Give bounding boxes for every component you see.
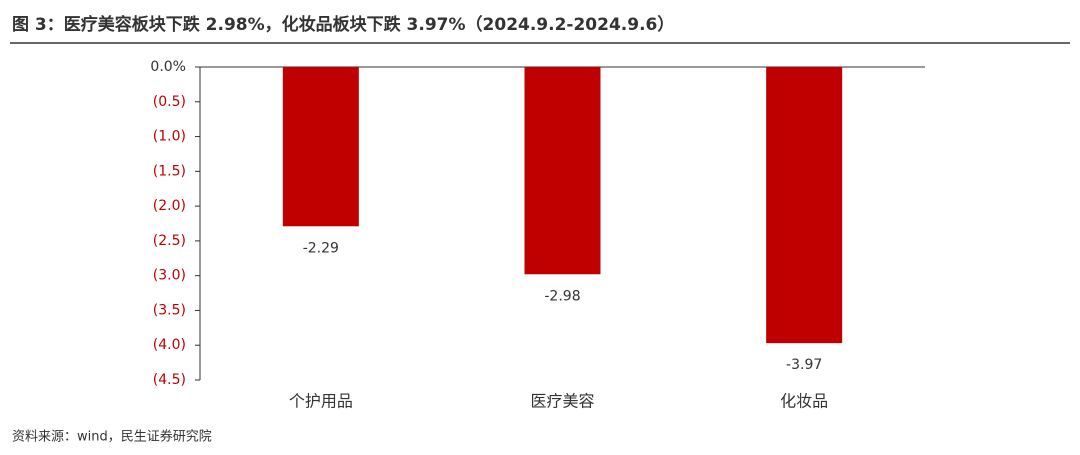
x-tick-label: 化妆品 — [780, 392, 828, 411]
y-tick-label: (1.5) — [153, 163, 186, 179]
x-tick-label: 医疗美容 — [530, 392, 594, 411]
bar — [766, 67, 843, 344]
bar — [524, 67, 601, 275]
source-note: 资料来源：wind，民生证券研究院 — [12, 429, 212, 445]
x-tick-label: 个护用品 — [289, 392, 353, 411]
y-tick-label: (3.0) — [153, 268, 186, 284]
y-tick-label: (2.5) — [153, 233, 186, 249]
value-label: -3.97 — [786, 357, 822, 373]
value-label: -2.29 — [303, 240, 339, 256]
value-label: -2.98 — [544, 288, 580, 304]
y-tick-label: (1.0) — [153, 129, 186, 145]
y-tick-label: (4.0) — [153, 337, 186, 353]
y-tick-label: 0.0% — [150, 59, 186, 75]
chart-title: 图 3：医疗美容板块下跌 2.98%，化妆品板块下跌 3.97%（2024.9.… — [12, 14, 674, 35]
y-tick-label: (2.0) — [153, 198, 186, 214]
y-tick-label: (0.5) — [153, 94, 186, 110]
y-tick-label: (4.5) — [153, 372, 186, 388]
bar — [282, 67, 359, 227]
y-tick-label: (3.5) — [153, 302, 186, 318]
